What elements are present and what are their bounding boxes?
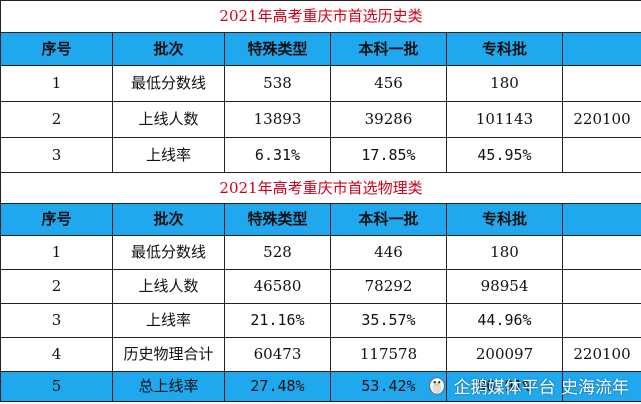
physics-r1-special: 528 xyxy=(224,235,331,270)
history-header-undergrad: 本科一批 xyxy=(330,32,447,66)
physics-r2-extra xyxy=(562,269,641,304)
physics-r1-vocational: 180 xyxy=(446,235,563,270)
history-r2-total: 220100 xyxy=(562,101,641,138)
history-r1-vocational: 180 xyxy=(446,65,563,102)
history-header-extra xyxy=(562,32,641,66)
physics-r3-undergrad: 35.57% xyxy=(330,303,447,338)
physics-r4-undergrad: 117578 xyxy=(330,337,447,372)
physics-r3-index: 3 xyxy=(0,303,113,338)
history-r2-vocational: 101143 xyxy=(446,101,563,138)
physics-r1-batch: 最低分数线 xyxy=(112,235,225,270)
history-r3-vocational: 45.95% xyxy=(446,137,563,173)
physics-r4-vocational: 200097 xyxy=(446,337,563,372)
history-header-batch: 批次 xyxy=(112,32,225,66)
physics-r4-special: 60473 xyxy=(224,337,331,372)
physics-r4-total: 220100 xyxy=(562,337,641,372)
history-r2-special: 13893 xyxy=(224,101,331,138)
history-header-special: 特殊类型 xyxy=(224,32,331,66)
physics-table-title: 2021年高考重庆市首选物理类 xyxy=(0,172,641,204)
physics-r5-index: 5 xyxy=(0,371,113,402)
physics-r5-extra xyxy=(562,371,641,402)
history-header-vocational: 专科批 xyxy=(446,32,563,66)
history-r3-undergrad: 17.85% xyxy=(330,137,447,173)
physics-header-index: 序号 xyxy=(0,203,113,236)
physics-r2-index: 2 xyxy=(0,269,113,304)
physics-r1-index: 1 xyxy=(0,235,113,270)
physics-header-special: 特殊类型 xyxy=(224,203,331,236)
history-r3-index: 3 xyxy=(0,137,113,173)
physics-r2-vocational: 98954 xyxy=(446,269,563,304)
physics-table: 2021年高考重庆市首选物理类 序号 批次 特殊类型 本科一批 专科批 1 最低… xyxy=(0,172,641,402)
physics-r5-special: 27.48% xyxy=(224,371,331,402)
history-r1-special: 538 xyxy=(224,65,331,102)
physics-r5-undergrad: 53.42% xyxy=(330,371,447,402)
physics-r1-undergrad: 446 xyxy=(330,235,447,270)
history-r1-extra xyxy=(562,65,641,102)
history-r1-index: 1 xyxy=(0,65,113,102)
history-r3-special: 6.31% xyxy=(224,137,331,173)
physics-r4-batch: 历史物理合计 xyxy=(112,337,225,372)
physics-header-extra xyxy=(562,203,641,236)
physics-header-batch: 批次 xyxy=(112,203,225,236)
physics-r5-batch: 总上线率 xyxy=(112,371,225,402)
history-r1-batch: 最低分数线 xyxy=(112,65,225,102)
physics-r3-vocational: 44.96% xyxy=(446,303,563,338)
history-r2-index: 2 xyxy=(0,101,113,138)
history-table: 2021年高考重庆市首选历史类 序号 批次 特殊类型 本科一批 专科批 1 最低… xyxy=(0,0,641,173)
physics-r3-extra xyxy=(562,303,641,338)
physics-r2-special: 46580 xyxy=(224,269,331,304)
history-r1-undergrad: 456 xyxy=(330,65,447,102)
history-r2-batch: 上线人数 xyxy=(112,101,225,138)
physics-header-undergrad: 本科一批 xyxy=(330,203,447,236)
physics-r3-special: 21.16% xyxy=(224,303,331,338)
physics-r4-index: 4 xyxy=(0,337,113,372)
penguin-icon xyxy=(428,377,445,395)
history-r2-undergrad: 39286 xyxy=(330,101,447,138)
physics-r3-batch: 上线率 xyxy=(112,303,225,338)
physics-r1-extra xyxy=(562,235,641,270)
history-r3-batch: 上线率 xyxy=(112,137,225,173)
physics-r2-undergrad: 78292 xyxy=(330,269,447,304)
physics-r2-batch: 上线人数 xyxy=(112,269,225,304)
physics-header-vocational: 专科批 xyxy=(446,203,563,236)
history-header-index: 序号 xyxy=(0,32,113,66)
watermark-text: 企鹅媒体平台 史海流年 xyxy=(453,377,629,398)
history-r3-extra xyxy=(562,137,641,173)
watermark: 企鹅媒体平台 史海流年 xyxy=(426,372,629,398)
history-table-title: 2021年高考重庆市首选历史类 xyxy=(0,0,641,33)
